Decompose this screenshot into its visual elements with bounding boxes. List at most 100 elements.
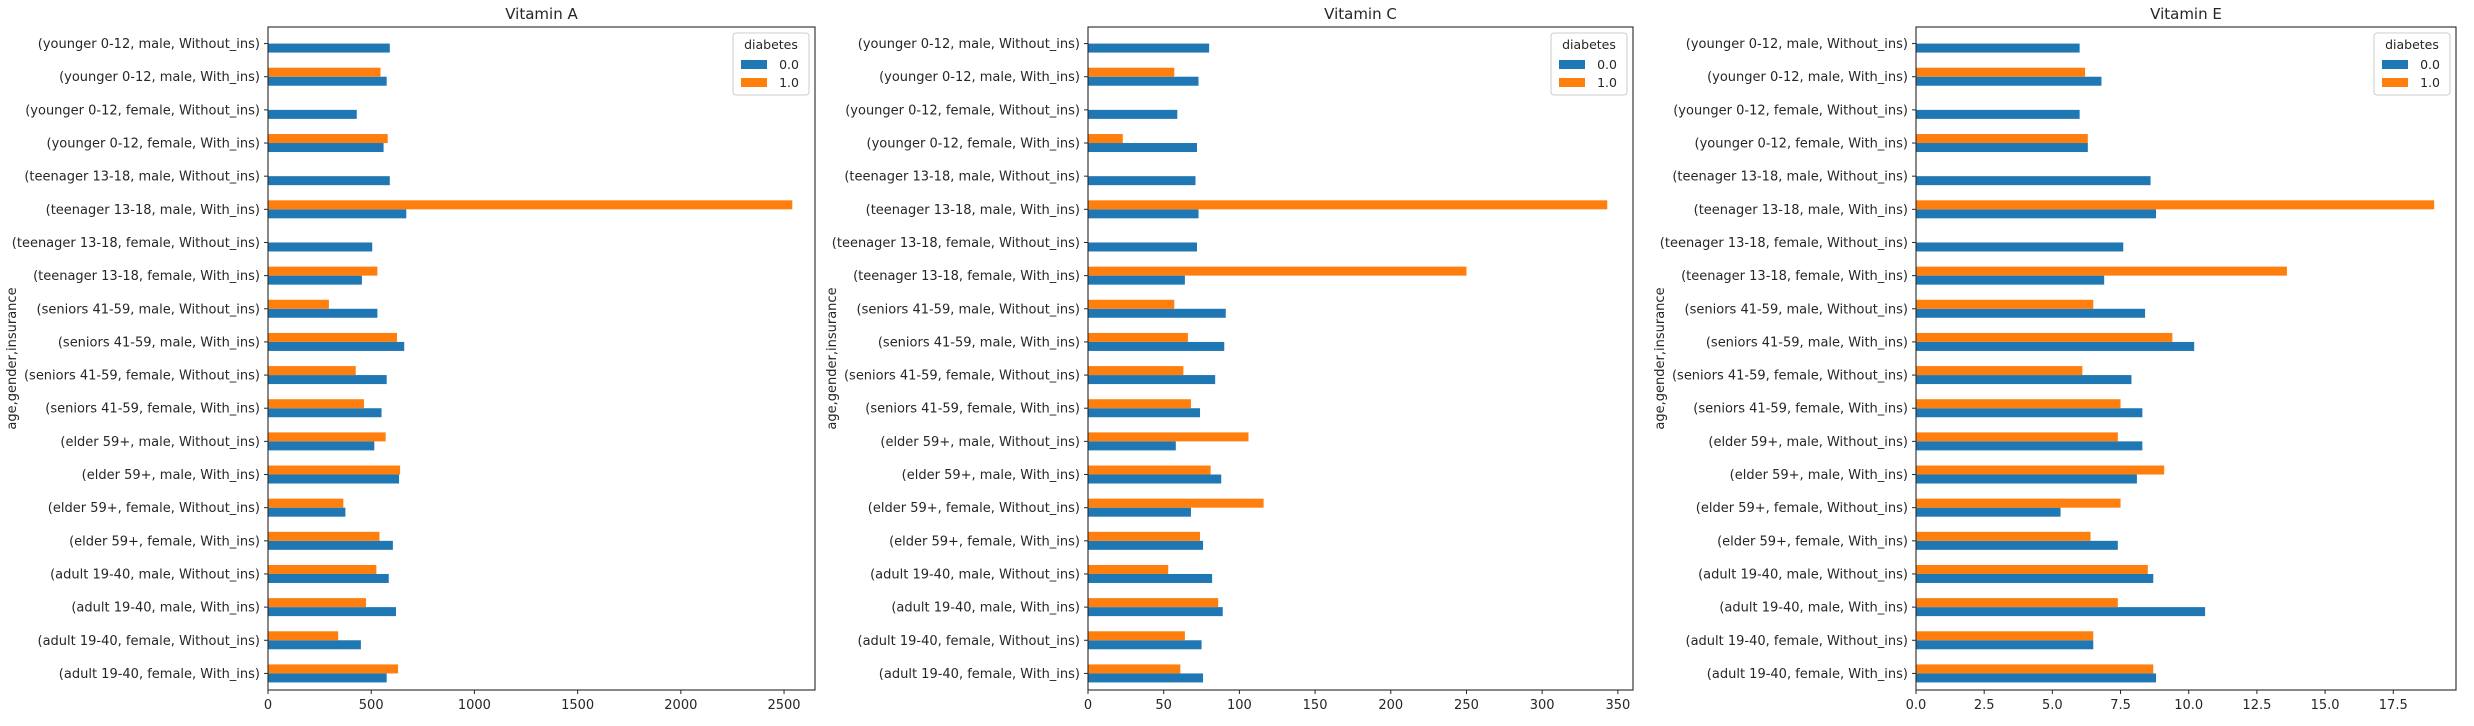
y-tick-label: (teenager 13-18, male, With_ins): [46, 203, 260, 218]
x-tick-label: 0.0: [1906, 698, 1927, 713]
bar-series-0-8: [268, 308, 378, 318]
x-tick-label: 7.5: [2110, 698, 2131, 713]
bar-series-0-7: [268, 275, 362, 285]
bar-series-1-10: [268, 366, 356, 376]
legend-title: diabetes: [1562, 37, 1616, 52]
y-tick-label: (adult 19-40, male, Without_ins): [50, 567, 260, 582]
x-tick-label: 1500: [561, 698, 594, 713]
y-tick-label: (younger 0-12, female, With_ins): [867, 137, 1080, 152]
legend-swatch-0: [2382, 60, 2408, 69]
y-tick-label: (younger 0-12, male, With_ins): [59, 70, 260, 85]
bar-series-0-16: [1088, 573, 1213, 583]
x-tick-label: 2500: [767, 698, 800, 713]
bar-series-0-18: [268, 640, 361, 650]
bar-series-1-17: [268, 598, 367, 608]
y-tick-label: (teenager 13-18, male, With_ins): [866, 203, 1080, 218]
legend-swatch-0: [741, 60, 767, 69]
bar-series-1-16: [268, 564, 377, 574]
y-tick-label: (younger 0-12, female, Without_ins): [1673, 103, 1908, 118]
bar-series-0-13: [1916, 474, 2137, 484]
bar-series-1-14: [1916, 498, 2121, 508]
x-tick-label: 0: [264, 698, 272, 713]
bar-series-0-6: [1916, 242, 2124, 252]
y-tick-label: (elder 59+, female, With_ins): [1717, 534, 1908, 549]
y-tick-label: (seniors 41-59, male, Without_ins): [857, 302, 1080, 317]
bar-series-1-13: [1916, 465, 2165, 475]
bar-series-0-0: [268, 43, 390, 53]
y-tick-label: (seniors 41-59, female, With_ins): [45, 402, 260, 417]
bar-series-0-4: [1916, 176, 2151, 186]
y-tick-label: (teenager 13-18, male, Without_ins): [24, 170, 260, 185]
bar-series-0-7: [1916, 275, 2105, 285]
legend-swatch-1: [1559, 78, 1585, 87]
bar-series-0-2: [268, 109, 357, 119]
bar-series-0-5: [268, 209, 407, 219]
bar-series-0-10: [1088, 375, 1216, 385]
bar-series-1-3: [268, 134, 388, 144]
bar-series-1-15: [268, 531, 380, 541]
bar-series-0-10: [1916, 375, 2132, 385]
y-tick-label: (teenager 13-18, female, With_ins): [853, 269, 1080, 284]
legend-label-1: 1.0: [2420, 75, 2440, 90]
bar-series-1-11: [268, 399, 364, 409]
plot-frame: [1087, 26, 1634, 691]
bar-series-1-19: [1916, 664, 2154, 674]
y-tick-label: (elder 59+, female, Without_ins): [1696, 501, 1908, 516]
bar-series-1-5: [1916, 200, 2435, 210]
bar-series-1-8: [1088, 299, 1175, 309]
y-tick-label: (seniors 41-59, male, With_ins): [878, 335, 1080, 350]
y-tick-label: (adult 19-40, female, Without_ins): [38, 634, 261, 649]
bar-series-1-10: [1916, 366, 2083, 376]
bar-series-0-5: [1916, 209, 2156, 219]
x-tick-label: 0: [1084, 698, 1092, 713]
bar-series-0-18: [1088, 640, 1202, 650]
y-tick-label: (younger 0-12, female, Without_ins): [845, 103, 1080, 118]
chart-panel-2: Vitamin E age,gender,insurance (younger 0-…: [1653, 5, 2457, 713]
bar-series-0-17: [268, 607, 396, 617]
y-tick-label: (younger 0-12, male, With_ins): [879, 70, 1080, 85]
bar-series-1-1: [268, 67, 381, 77]
bar-series-0-3: [268, 143, 384, 153]
y-axis-label: age,gender,insurance: [5, 287, 20, 429]
bar-series-0-9: [1916, 341, 2195, 351]
legend-label-0: 0.0: [1597, 57, 1617, 72]
bar-series-1-9: [268, 332, 398, 342]
x-tick-label: 5.0: [2042, 698, 2063, 713]
bar-series-0-14: [268, 507, 346, 517]
y-tick-label: (elder 59+, male, Without_ins): [60, 435, 260, 450]
bar-series-0-17: [1916, 607, 2206, 617]
y-tick-label: (seniors 41-59, female, Without_ins): [24, 369, 260, 384]
legend-swatch-1: [2382, 78, 2408, 87]
legend-title: diabetes: [2385, 37, 2439, 52]
y-tick-label: (seniors 41-59, female, Without_ins): [1672, 369, 1908, 384]
bar-series-0-3: [1916, 143, 2088, 153]
y-tick-label: (seniors 41-59, female, Without_ins): [844, 369, 1080, 384]
bar-series-0-8: [1088, 308, 1226, 318]
y-tick-label: (teenager 13-18, female, Without_ins): [12, 236, 260, 251]
bar-series-0-12: [268, 441, 375, 451]
bar-series-1-9: [1088, 332, 1188, 342]
legend: diabetes 0.0 1.0: [2373, 32, 2451, 96]
bar-series-0-6: [268, 242, 373, 252]
bar-series-1-12: [1088, 432, 1249, 442]
y-tick-label: (younger 0-12, female, With_ins): [47, 137, 260, 152]
bar-series-0-2: [1088, 109, 1178, 119]
y-tick-label: (elder 59+, female, Without_ins): [868, 501, 1080, 516]
y-tick-label: (adult 19-40, male, With_ins): [71, 601, 260, 616]
y-tick-label: (elder 59+, male, With_ins): [1730, 468, 1908, 483]
bar-series-1-18: [1088, 631, 1185, 641]
y-tick-label: (teenager 13-18, female, With_ins): [33, 269, 260, 284]
plot-frame: [267, 26, 816, 691]
y-tick-label: (younger 0-12, male, Without_ins): [1686, 37, 1908, 52]
y-tick-label: (seniors 41-59, female, With_ins): [1693, 402, 1908, 417]
y-tick-label: (younger 0-12, male, With_ins): [1707, 70, 1908, 85]
bar-series-1-15: [1088, 531, 1201, 541]
chart-panel-1: Vitamin C age,gender,insurance (younger 0-…: [825, 5, 1634, 713]
y-tick-label: (seniors 41-59, male, With_ins): [1706, 335, 1908, 350]
bar-series-0-13: [1088, 474, 1222, 484]
y-axis-label: age,gender,insurance: [825, 287, 840, 429]
bar-series-0-15: [268, 540, 393, 550]
chart-title: Vitamin E: [2150, 5, 2222, 23]
y-tick-label: (teenager 13-18, female, Without_ins): [832, 236, 1080, 251]
legend: diabetes 0.0 1.0: [1550, 32, 1628, 96]
